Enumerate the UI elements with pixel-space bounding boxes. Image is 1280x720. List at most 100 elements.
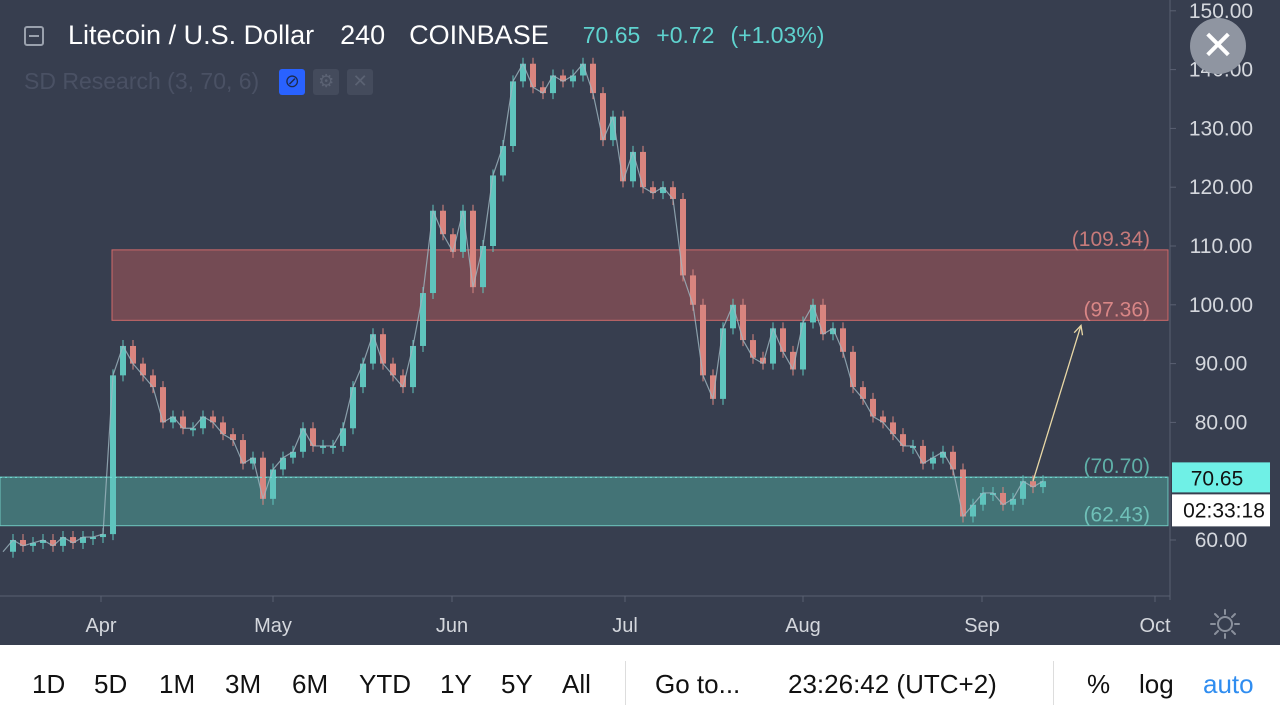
candle-body [10, 540, 16, 552]
candle-body [630, 151, 636, 182]
chart-area[interactable]: (109.34)(97.36)(70.70)(62.43)150.00140.0… [0, 0, 1280, 645]
current-price-tag [1172, 462, 1270, 493]
price-change: +0.72 [656, 22, 715, 48]
price-tick-label: 60.00 [1195, 529, 1248, 552]
collapse-legend-icon[interactable] [24, 25, 44, 46]
indicator-legend: SD Research (3, 70, 6) ⊘ ⚙ ✕ [24, 68, 374, 95]
candle-body [850, 351, 856, 388]
support-zone [0, 476, 1169, 527]
candle-body [810, 304, 816, 323]
remove-indicator-icon[interactable]: ✕ [347, 68, 374, 95]
candle-body [240, 440, 246, 464]
candle-body [940, 451, 946, 458]
candle-body [510, 81, 516, 147]
candle-body [840, 328, 846, 352]
candle-body [960, 469, 966, 517]
price-tick-label: 80.00 [1195, 411, 1248, 434]
candle-body [780, 328, 786, 352]
interval-label[interactable]: 240 [340, 20, 386, 50]
candle-body [610, 116, 616, 141]
indicator-settings-icon[interactable]: ⚙ [313, 68, 340, 95]
candle-body [400, 375, 406, 388]
log-scale-toggle[interactable]: log [1139, 669, 1174, 699]
candle-body [690, 275, 696, 305]
candle-body [710, 375, 716, 399]
candle-body [200, 416, 206, 429]
candle-body [970, 504, 976, 517]
time-tick-label: Jul [612, 615, 638, 637]
toolbar-divider [625, 661, 626, 705]
candle-body [760, 357, 766, 364]
candle-body [530, 63, 536, 88]
candle-body [790, 351, 796, 370]
range-5y-button[interactable]: 5Y [501, 669, 533, 699]
price-tick-label: 150.00 [1189, 0, 1253, 23]
price-tick-label: 90.00 [1195, 353, 1248, 376]
range-5d-button[interactable]: 5D [94, 669, 128, 699]
current-price-tag-label: 70.65 [1191, 467, 1244, 490]
time-tick-label: Apr [85, 615, 116, 637]
last-price: 70.65 [582, 22, 641, 48]
candle-body [30, 542, 36, 546]
candle-body [500, 146, 506, 176]
range-1d-button[interactable]: 1D [32, 669, 66, 699]
candle-body [740, 304, 746, 341]
candle-body [190, 428, 196, 431]
range-ytd-button[interactable]: YTD [359, 669, 411, 699]
symbol-name[interactable]: Litecoin / U.S. Dollar [68, 20, 315, 50]
candle-body [320, 445, 326, 448]
clock-timezone[interactable]: 23:26:42 (UTC+2) [788, 669, 997, 699]
price-chart[interactable]: (109.34)(97.36)(70.70)(62.43)150.00140.0… [0, 0, 1280, 645]
candle-body [670, 187, 676, 199]
candle-body [990, 492, 996, 495]
range-1m-button[interactable]: 1M [159, 669, 196, 699]
time-tick-label: Aug [785, 615, 821, 637]
candle-body [600, 93, 606, 141]
candle-body [820, 304, 826, 335]
percent-scale-toggle[interactable]: % [1087, 669, 1111, 699]
range-1y-button[interactable]: 1Y [440, 669, 472, 699]
toolbar-divider [1053, 661, 1054, 705]
candle-body [640, 151, 646, 188]
candle-body [310, 428, 316, 446]
candle-body [80, 537, 86, 543]
candle-body [230, 434, 236, 441]
candle-body [160, 387, 166, 423]
indicator-label[interactable]: SD Research (3, 70, 6) [24, 68, 260, 94]
candle-body [450, 234, 456, 252]
goto-button[interactable]: Go to... [655, 669, 741, 699]
candle-body [770, 328, 776, 364]
candle-body [520, 63, 526, 82]
range-all-button[interactable]: All [562, 669, 591, 699]
candle-body [480, 246, 486, 288]
candle-body [210, 416, 216, 423]
candle-body [470, 210, 476, 288]
candle-body [70, 537, 76, 543]
candle-body [40, 540, 46, 543]
candle-body [250, 457, 256, 464]
range-6m-button[interactable]: 6M [292, 669, 329, 699]
resistance-zone [111, 249, 1169, 321]
time-tick-label: Sep [964, 615, 1000, 637]
price-line [2, 62, 1044, 553]
candle-body [580, 63, 586, 76]
candle-body [460, 210, 466, 252]
chart-settings-icon[interactable] [1209, 608, 1241, 640]
candle-body [700, 304, 706, 376]
candle-body [340, 428, 346, 446]
resistance-upper-label: (109.34) [1072, 228, 1150, 251]
price-tick-label: 100.00 [1189, 294, 1253, 317]
candle-body [430, 210, 436, 294]
range-3m-button[interactable]: 3M [225, 669, 262, 699]
price-tick-label: 130.00 [1189, 117, 1253, 140]
candle-body [440, 210, 446, 235]
close-icon[interactable]: ✕ [1190, 18, 1246, 74]
hide-indicator-icon[interactable]: ⊘ [279, 68, 306, 95]
time-tick-label: Oct [1139, 615, 1171, 637]
candle-body [120, 345, 126, 376]
candle-body [660, 187, 666, 194]
candle-body [370, 334, 376, 364]
candle-body [980, 492, 986, 505]
auto-scale-toggle[interactable]: auto [1203, 669, 1254, 699]
candle-body [920, 445, 926, 464]
